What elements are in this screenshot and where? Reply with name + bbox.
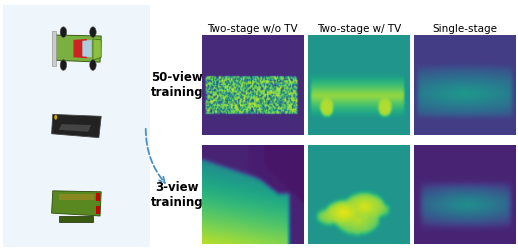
Circle shape bbox=[90, 60, 96, 70]
Polygon shape bbox=[54, 35, 101, 62]
Circle shape bbox=[54, 115, 57, 120]
Text: 50-view
training: 50-view training bbox=[151, 71, 204, 99]
Bar bbox=[52, 31, 56, 66]
Polygon shape bbox=[59, 216, 93, 222]
Polygon shape bbox=[74, 39, 87, 58]
Text: Two-stage w/ TV: Two-stage w/ TV bbox=[316, 24, 401, 34]
Bar bbox=[96, 206, 100, 214]
Polygon shape bbox=[52, 114, 101, 138]
Circle shape bbox=[60, 27, 67, 38]
Polygon shape bbox=[52, 191, 101, 216]
Text: Two-stage w/o TV: Two-stage w/o TV bbox=[207, 24, 298, 34]
Text: 3-view
training: 3-view training bbox=[151, 181, 204, 209]
FancyBboxPatch shape bbox=[1, 0, 152, 252]
Text: Single-stage: Single-stage bbox=[433, 24, 497, 34]
Bar bbox=[59, 194, 94, 200]
Polygon shape bbox=[82, 40, 92, 57]
Polygon shape bbox=[59, 124, 91, 132]
Polygon shape bbox=[93, 39, 101, 60]
Circle shape bbox=[60, 60, 67, 70]
Bar bbox=[96, 193, 100, 201]
Circle shape bbox=[90, 27, 96, 38]
